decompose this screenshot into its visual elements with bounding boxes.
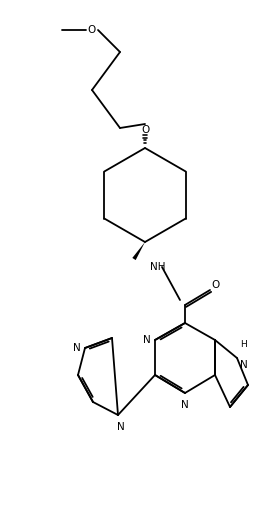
Text: N: N	[240, 360, 248, 370]
Text: O: O	[141, 125, 149, 135]
Text: N: N	[117, 422, 125, 432]
Text: O: O	[211, 280, 219, 290]
Text: N: N	[143, 335, 151, 345]
Text: NH: NH	[150, 262, 166, 272]
Text: N: N	[73, 343, 81, 353]
Text: H: H	[240, 340, 247, 349]
Text: N: N	[181, 400, 189, 410]
Polygon shape	[132, 242, 145, 260]
Text: O: O	[88, 25, 96, 35]
